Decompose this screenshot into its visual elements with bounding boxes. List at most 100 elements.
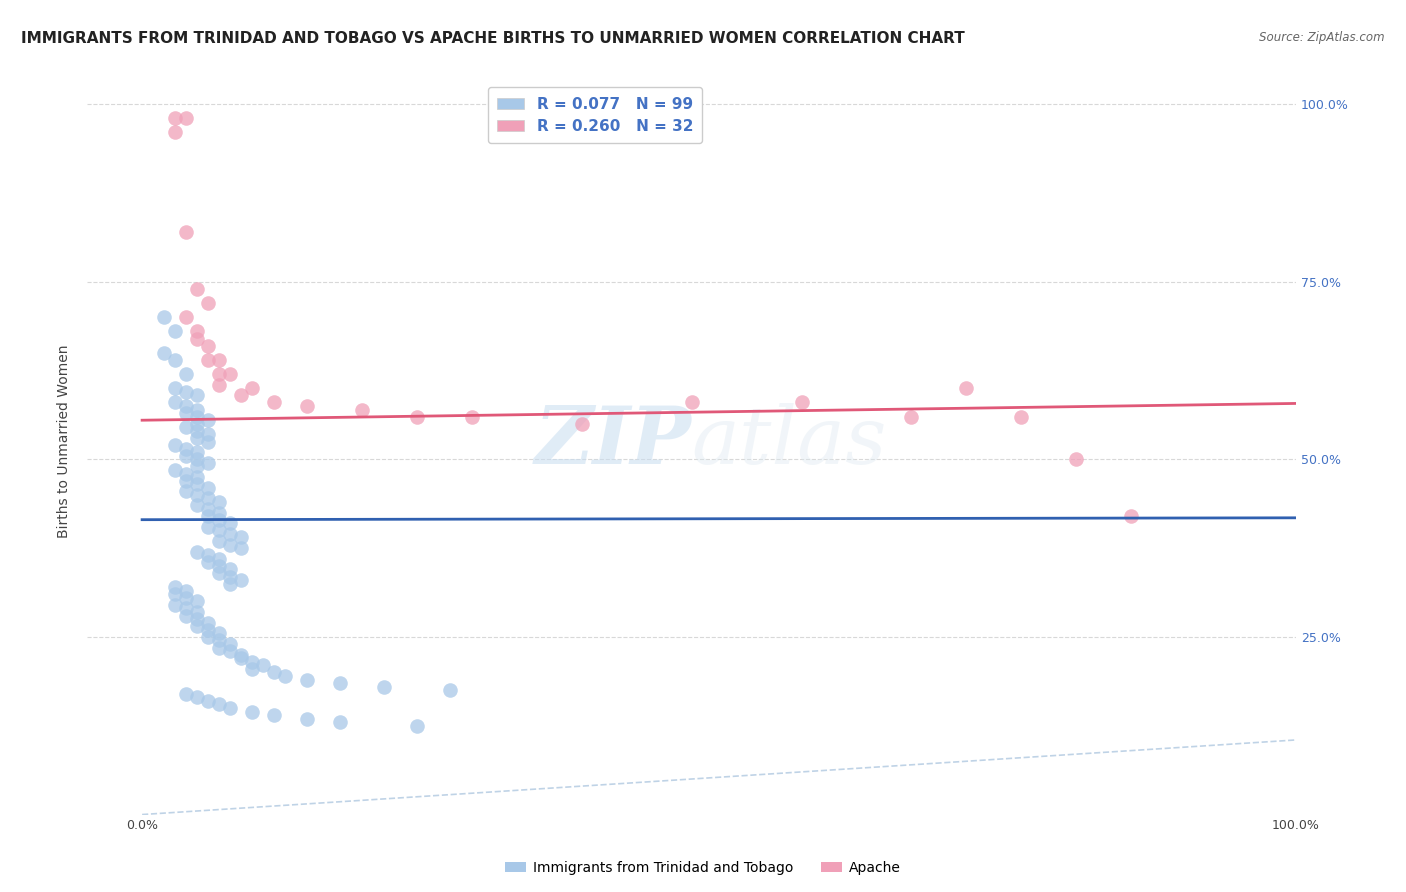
Point [681,395,703,409]
Point [165,126,187,140]
Point [174,484,197,499]
Point [229,573,252,587]
Y-axis label: Births to Unmarried Women: Births to Unmarried Women [58,345,72,538]
Point [165,112,187,126]
Point [329,715,352,730]
Point [165,463,187,477]
Point [197,491,219,506]
Point [263,708,285,723]
Point [174,449,197,463]
Point [208,698,231,712]
Point [197,694,219,708]
Point [405,719,427,733]
Point [197,630,219,644]
Point [350,402,373,417]
Point [186,331,208,345]
Point [219,527,242,541]
Legend: Immigrants from Trinidad and Tobago, Apache: Immigrants from Trinidad and Tobago, Apa… [499,855,907,880]
Point [174,583,197,598]
Point [174,384,197,399]
Point [186,459,208,474]
Point [153,345,176,359]
Point [197,555,219,569]
Point [955,381,977,395]
Point [186,325,208,339]
Point [186,431,208,445]
Point [153,310,176,325]
Point [197,509,219,524]
Point [165,352,187,367]
Point [174,608,197,623]
Point [274,669,297,683]
Point [208,377,231,392]
Point [208,566,231,580]
Point [208,640,231,655]
Point [219,569,242,583]
Point [229,388,252,402]
Point [208,534,231,549]
Point [208,513,231,527]
Point [186,445,208,459]
Point [197,427,219,442]
Point [174,225,197,239]
Point [219,516,242,531]
Point [197,548,219,562]
Point [174,687,197,701]
Point [295,399,318,413]
Point [461,409,484,424]
Point [174,601,197,615]
Point [165,580,187,594]
Point [186,409,208,424]
Point [263,395,285,409]
Point [197,520,219,534]
Point [186,544,208,558]
Point [165,325,187,339]
Point [186,499,208,513]
Point [229,648,252,662]
Text: IMMIGRANTS FROM TRINIDAD AND TOBAGO VS APACHE BIRTHS TO UNMARRIED WOMEN CORRELAT: IMMIGRANTS FROM TRINIDAD AND TOBAGO VS A… [21,31,965,46]
Point [240,662,263,676]
Text: atlas: atlas [692,403,887,480]
Text: ZIP: ZIP [534,403,692,480]
Point [174,467,197,481]
Point [186,417,208,431]
Point [571,417,593,431]
Point [219,367,242,381]
Point [197,434,219,449]
Text: Source: ZipAtlas.com: Source: ZipAtlas.com [1260,31,1385,45]
Point [252,658,274,673]
Point [295,712,318,726]
Point [240,381,263,395]
Point [186,605,208,619]
Point [208,367,231,381]
Point [197,615,219,630]
Point [174,474,197,488]
Point [186,488,208,502]
Point [229,541,252,555]
Point [186,402,208,417]
Point [405,409,427,424]
Point [186,424,208,438]
Point [165,438,187,452]
Point [186,594,208,608]
Point [197,456,219,470]
Point [329,676,352,690]
Point [186,477,208,491]
Point [219,637,242,651]
Point [174,399,197,413]
Point [174,420,197,434]
Point [197,352,219,367]
Point [208,558,231,573]
Point [186,452,208,467]
Point [174,310,197,325]
Legend: R = 0.077   N = 99, R = 0.260   N = 32: R = 0.077 N = 99, R = 0.260 N = 32 [488,87,702,144]
Point [900,409,922,424]
Point [229,651,252,665]
Point [208,524,231,538]
Point [790,395,813,409]
Point [197,338,219,352]
Point [229,531,252,545]
Point [186,612,208,626]
Point [174,367,197,381]
Point [186,470,208,484]
